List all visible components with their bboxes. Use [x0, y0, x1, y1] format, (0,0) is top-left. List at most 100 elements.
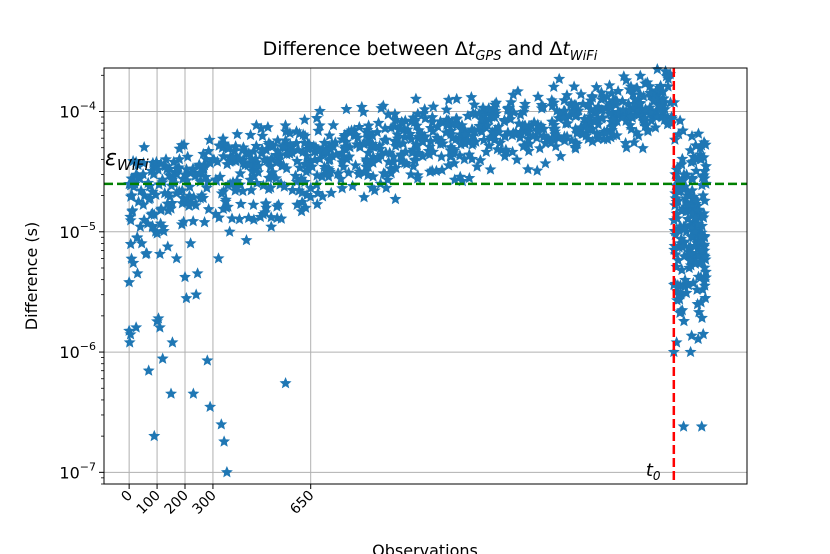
- data-point: [298, 113, 311, 125]
- data-point: [423, 140, 436, 153]
- data-point: [492, 126, 505, 138]
- data-point: [178, 138, 191, 151]
- data-point: [674, 114, 687, 126]
- data-point: [654, 79, 667, 92]
- data-point: [298, 158, 311, 170]
- data-point: [193, 158, 206, 170]
- data-point: [679, 273, 692, 286]
- data-point: [670, 207, 683, 219]
- plot-frame: [103, 67, 748, 485]
- data-point: [539, 136, 552, 149]
- data-point: [219, 193, 232, 205]
- data-point: [283, 126, 296, 139]
- data-point: [143, 193, 156, 205]
- data-point: [577, 97, 590, 110]
- data-point: [261, 121, 274, 133]
- data-point: [200, 181, 213, 194]
- data-point: [361, 154, 374, 166]
- data-point: [502, 101, 515, 114]
- data-point: [695, 296, 708, 308]
- data-point: [537, 130, 550, 143]
- data-point: [417, 107, 430, 119]
- data-point: [450, 92, 463, 105]
- data-point: [514, 108, 527, 120]
- data-point: [465, 91, 478, 103]
- data-point: [203, 133, 216, 146]
- data-point: [245, 184, 258, 196]
- title-middle: and: [501, 38, 549, 60]
- data-point: [240, 234, 253, 246]
- data-point: [269, 148, 282, 161]
- data-point: [510, 153, 523, 165]
- data-point: [312, 144, 325, 157]
- data-point: [336, 182, 349, 194]
- data-point: [630, 126, 643, 138]
- data-point: [519, 119, 532, 132]
- data-point: [220, 466, 233, 478]
- data-point: [676, 124, 689, 136]
- data-point: [477, 101, 490, 113]
- data-point: [334, 172, 347, 185]
- title-sub-wifi: WiFi: [570, 49, 598, 64]
- data-point: [146, 219, 159, 232]
- y-tick-label: 10−6: [59, 340, 96, 362]
- data-point: [260, 197, 273, 209]
- data-point: [187, 215, 200, 227]
- data-point: [592, 100, 605, 113]
- data-point: [561, 117, 574, 129]
- data-point: [221, 200, 234, 212]
- data-point: [628, 136, 641, 148]
- data-point: [374, 149, 387, 161]
- data-point: [690, 164, 703, 177]
- data-point: [375, 102, 388, 114]
- data-point: [511, 85, 524, 97]
- data-point: [389, 113, 402, 126]
- data-point: [275, 212, 288, 224]
- data-point: [468, 98, 481, 110]
- data-point: [325, 186, 338, 199]
- data-point: [313, 104, 326, 117]
- data-point: [498, 150, 511, 162]
- epsilon-label: εWiFi: [105, 146, 150, 174]
- data-point: [612, 84, 625, 97]
- data-point: [532, 124, 545, 136]
- data-point: [685, 130, 698, 142]
- data-point: [696, 311, 708, 324]
- data-point: [690, 194, 703, 206]
- data-point: [431, 131, 444, 143]
- data-point: [389, 192, 402, 205]
- data-point: [271, 134, 284, 146]
- data-point: [180, 292, 193, 304]
- data-point: [227, 151, 240, 163]
- data-point: [249, 152, 262, 165]
- data-point: [644, 86, 657, 99]
- data-point: [132, 171, 145, 183]
- t0-label: t0: [646, 460, 661, 483]
- data-point: [521, 163, 534, 175]
- data-point: [647, 93, 660, 106]
- data-point: [565, 134, 578, 146]
- data-point: [581, 122, 594, 135]
- y-tick-label: 10−4: [59, 100, 96, 122]
- data-point: [342, 166, 355, 178]
- data-point: [345, 124, 358, 136]
- data-point: [482, 102, 495, 114]
- data-point: [130, 321, 143, 333]
- data-point: [406, 146, 419, 158]
- data-point: [313, 119, 326, 131]
- data-point: [146, 207, 159, 219]
- scatter-points: [123, 63, 712, 478]
- data-point: [554, 150, 567, 162]
- data-point: [327, 119, 340, 131]
- data-point: [355, 100, 368, 113]
- data-point: [202, 144, 215, 157]
- data-point: [372, 116, 385, 129]
- data-point: [467, 107, 480, 119]
- data-point: [426, 115, 439, 128]
- data-point: [217, 132, 230, 144]
- data-point: [358, 191, 371, 203]
- data-point: [286, 183, 299, 196]
- data-point: [660, 70, 673, 82]
- data-point: [259, 206, 272, 218]
- data-point: [378, 134, 391, 146]
